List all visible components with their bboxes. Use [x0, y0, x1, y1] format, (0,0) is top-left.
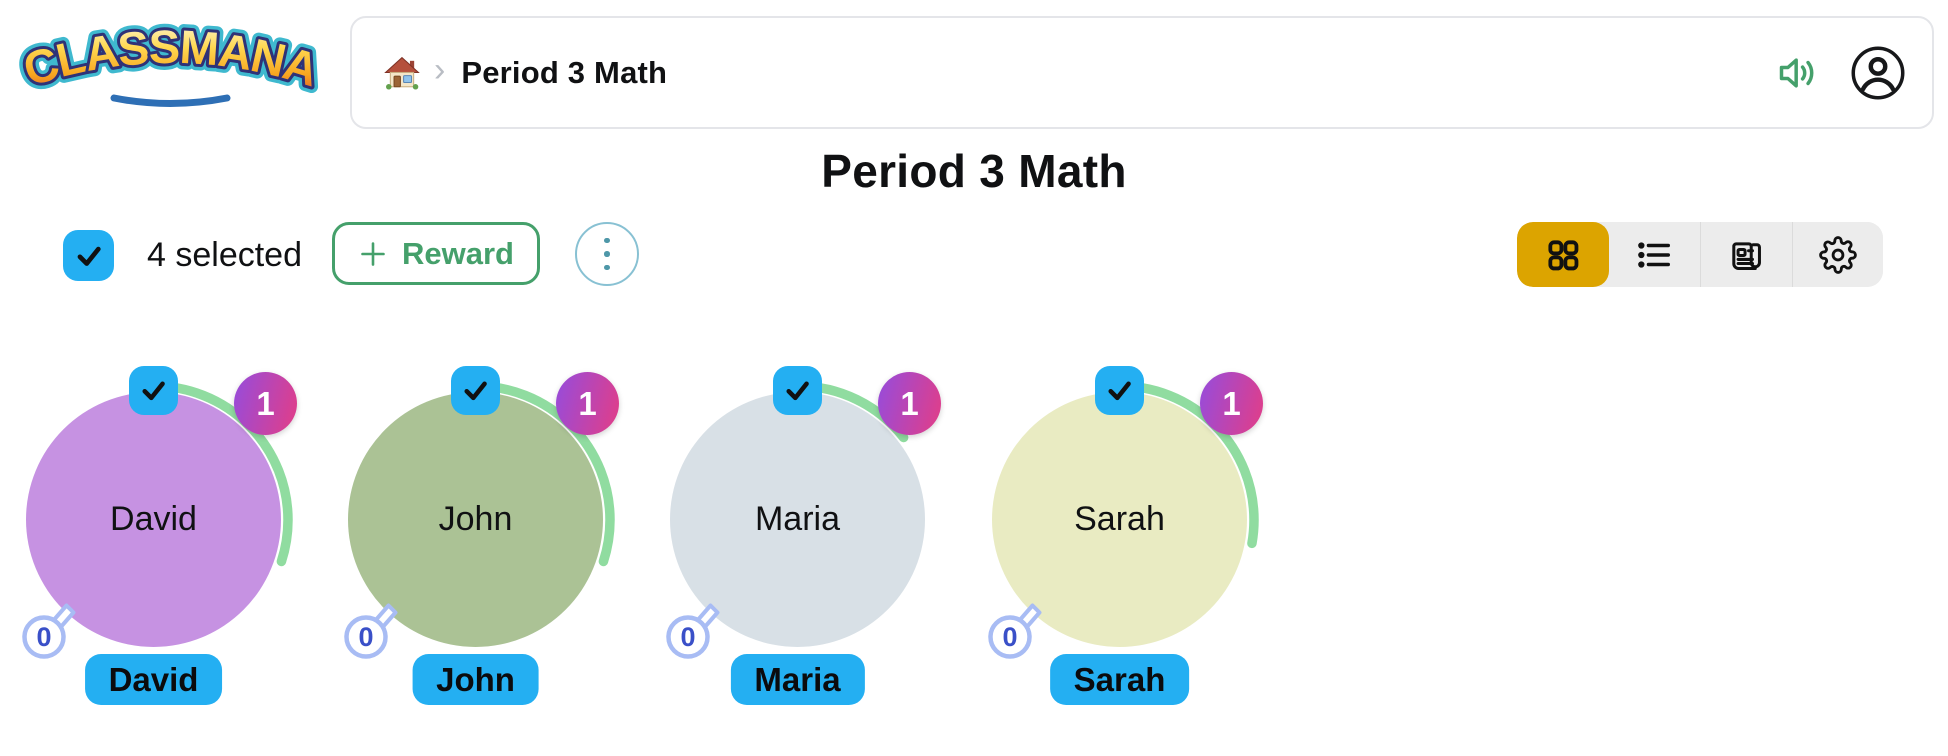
keys-indicator: 0 [663, 592, 727, 662]
keys-indicator: 0 [341, 592, 405, 662]
view-news-button[interactable] [1700, 222, 1792, 287]
student-avatar-name: David [110, 500, 197, 538]
keys-indicator: 0 [985, 592, 1049, 662]
student-name-pill[interactable]: Maria [730, 654, 865, 705]
checkmark-icon [77, 246, 101, 266]
classmana-logo: CLASSMANA CLASSMANA [18, 13, 323, 107]
student-selected-checkbox[interactable] [451, 366, 500, 415]
keys-count: 0 [358, 622, 373, 652]
keys-count: 0 [1002, 622, 1017, 652]
view-list-button[interactable] [1608, 222, 1700, 287]
checkmark-icon [1108, 381, 1131, 401]
view-switcher [1517, 222, 1883, 287]
select-all-checkbox[interactable] [63, 230, 114, 281]
student-name-label: Maria [754, 660, 841, 698]
view-grid-button[interactable] [1517, 222, 1609, 287]
reward-button[interactable]: Reward [332, 222, 540, 285]
reward-button-label: Reward [402, 235, 514, 271]
checkmark-icon [142, 381, 165, 401]
student-name-pill[interactable]: Sarah [1049, 654, 1190, 705]
list-view-icon [1638, 241, 1671, 268]
student-avatar[interactable]: Sarah [992, 392, 1247, 647]
student-selected-checkbox[interactable] [773, 366, 822, 415]
kebab-dot [604, 264, 610, 271]
points-badge: 1 [556, 372, 619, 435]
points-count: 1 [900, 384, 919, 422]
keys-indicator: 0 [19, 592, 83, 662]
student-card-sarah[interactable]: Sarah 1 0 Sarah [980, 366, 1263, 706]
plus-icon [361, 241, 385, 266]
student-name-label: David [108, 660, 199, 698]
student-avatar-name: John [438, 500, 513, 538]
student-avatar[interactable]: Maria [670, 392, 925, 647]
student-card-maria[interactable]: Maria 1 0 Maria [658, 366, 941, 706]
points-badge: 1 [234, 372, 297, 435]
keys-count: 0 [36, 622, 51, 652]
student-avatar-name: Sarah [1074, 500, 1165, 538]
checkmark-icon [464, 381, 487, 401]
page-title: Period 3 Math [821, 145, 1127, 197]
points-count: 1 [256, 384, 275, 422]
selection-count-label: 4 selected [147, 236, 302, 274]
student-card-david[interactable]: David 1 0 David [14, 366, 297, 706]
student-selected-checkbox[interactable] [129, 366, 178, 415]
student-name-label: Sarah [1073, 660, 1166, 698]
student-selected-checkbox[interactable] [1095, 366, 1144, 415]
sound-icon[interactable] [1776, 51, 1820, 95]
kebab-dot [604, 237, 610, 244]
breadcrumb-current: Period 3 Math [461, 54, 668, 90]
student-avatar[interactable]: David [26, 392, 281, 647]
student-name-label: John [436, 660, 515, 698]
view-settings-button[interactable] [1791, 222, 1883, 287]
account-icon[interactable] [1850, 45, 1906, 101]
student-name-pill[interactable]: David [84, 654, 223, 705]
student-card-john[interactable]: John 1 0 John [336, 366, 619, 706]
home-icon[interactable] [384, 56, 420, 90]
breadcrumb: › Period 3 Math [350, 16, 1934, 129]
student-avatar-name: Maria [754, 500, 841, 538]
news-view-icon [1732, 241, 1762, 270]
points-badge: 1 [878, 372, 941, 435]
student-name-pill[interactable]: John [412, 654, 539, 705]
svg-text:CLASSMANA: CLASSMANA [18, 20, 323, 96]
more-options-button[interactable] [575, 222, 639, 286]
kebab-dot [604, 251, 610, 257]
points-badge: 1 [1200, 372, 1263, 435]
student-avatar[interactable]: John [348, 392, 603, 647]
keys-count: 0 [680, 622, 695, 652]
points-count: 1 [578, 384, 597, 422]
breadcrumb-separator: › [434, 51, 446, 89]
points-count: 1 [1222, 384, 1241, 422]
checkmark-icon [786, 381, 809, 401]
settings-icon [1818, 235, 1857, 274]
student-grid: David 1 0 David John [14, 366, 1263, 706]
grid-view-icon [1548, 239, 1579, 270]
